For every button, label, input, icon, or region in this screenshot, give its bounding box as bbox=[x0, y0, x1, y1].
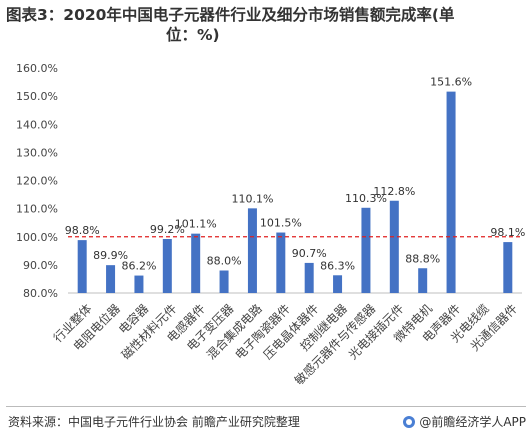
bar bbox=[134, 275, 144, 293]
y-tick-label: 120.0% bbox=[16, 175, 58, 188]
bar bbox=[162, 239, 172, 293]
chart-title-line1: 图表3：2020年中国电子元器件行业及细分市场销售额完成率(单 bbox=[6, 6, 455, 24]
chart-title: 图表3：2020年中国电子元器件行业及细分市场销售额完成率(单 位：%) bbox=[6, 5, 526, 45]
y-tick-label: 80.0% bbox=[23, 287, 58, 300]
data-label: 112.8% bbox=[373, 185, 415, 198]
data-label: 101.5% bbox=[260, 217, 302, 230]
data-labels: 98.8% 89.9%86.2% 99.2%101.1% 88.0% 110.1% 101… bbox=[65, 76, 526, 273]
data-label: 151.6% bbox=[430, 76, 472, 89]
data-label: 98.8% bbox=[65, 224, 100, 237]
data-label: 110.1% bbox=[231, 192, 273, 205]
bar bbox=[304, 262, 314, 293]
data-label: 89.9% bbox=[93, 249, 128, 262]
source-note: 资料来源：中国电子元件行业协会 前瞻产业研究院整理 bbox=[8, 415, 300, 429]
data-label: 88.0% bbox=[207, 255, 242, 268]
data-label: 99.2% bbox=[150, 223, 185, 236]
bar-chart: 80.0% 90.0% 100.0% 110.0% 120.0% 130.0% 140.0%… bbox=[16, 62, 526, 388]
bar bbox=[247, 208, 257, 293]
data-label: 90.7% bbox=[292, 247, 327, 260]
y-axis: 80.0% 90.0% 100.0% 110.0% 120.0% 130.0% 140.0%… bbox=[16, 62, 522, 300]
x-axis: 行业整体电阻电位器电容器磁性材料元件电感器件电子变压器混合集成电路电子陶瓷器件压… bbox=[50, 301, 520, 388]
brand-mark: @前瞻经济学人APP bbox=[403, 413, 526, 430]
bar bbox=[219, 270, 229, 293]
bar bbox=[389, 200, 399, 293]
data-label: 110.3% bbox=[345, 192, 387, 205]
y-tick-label: 130.0% bbox=[16, 146, 58, 159]
bar bbox=[361, 207, 371, 293]
bar bbox=[191, 233, 201, 293]
y-tick-label: 160.0% bbox=[16, 62, 58, 75]
data-label: 88.8% bbox=[405, 252, 440, 265]
y-tick-label: 110.0% bbox=[16, 203, 58, 216]
bar bbox=[446, 91, 456, 293]
data-label: 101.1% bbox=[175, 218, 217, 231]
bars bbox=[77, 91, 513, 293]
data-label: 86.3% bbox=[320, 259, 355, 272]
y-tick-label: 100.0% bbox=[16, 231, 58, 244]
bar bbox=[106, 265, 116, 293]
y-tick-label: 140.0% bbox=[16, 118, 58, 131]
data-label: 98.1% bbox=[490, 226, 525, 239]
brand-logo-icon bbox=[403, 415, 416, 428]
data-label: 86.2% bbox=[121, 260, 156, 273]
bar bbox=[333, 275, 343, 293]
y-tick-label: 90.0% bbox=[23, 259, 58, 272]
bar bbox=[77, 240, 87, 293]
chart-title-line2: 位：%) bbox=[166, 26, 220, 44]
bar bbox=[503, 242, 513, 293]
footer-divider bbox=[6, 406, 526, 407]
bar bbox=[418, 268, 428, 293]
bar bbox=[276, 232, 286, 293]
brand-text: @前瞻经济学人APP bbox=[419, 415, 526, 429]
y-tick-label: 150.0% bbox=[16, 90, 58, 103]
